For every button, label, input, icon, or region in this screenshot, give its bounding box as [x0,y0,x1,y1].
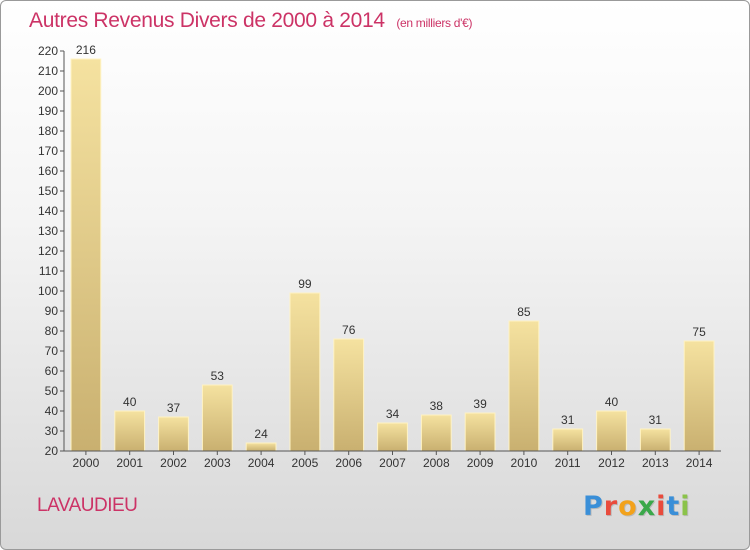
bar-value-label: 38 [430,399,444,413]
x-tick-label: 2003 [204,456,231,470]
y-tick-label: 110 [39,264,58,278]
logo-letter: t [666,491,681,522]
y-tick-label: 30 [45,424,59,438]
bar-value-label: 75 [692,325,706,339]
x-tick-label: 2007 [379,456,406,470]
bar-value-label: 39 [473,397,487,411]
x-tick-label: 2006 [335,456,362,470]
y-axis: 20 30 40 50 60 70 80 90 100 110 120 130 140 150 160 170… [38,44,65,458]
y-tick-label: 40 [45,404,59,418]
x-tick-label: 2008 [423,456,450,470]
bar-value-label: 76 [342,323,356,337]
x-tick-label: 2013 [642,456,669,470]
x-tick-label: 2014 [686,456,713,470]
bar [377,422,408,452]
x-tick-label: 2011 [555,456,581,470]
y-tick-label: 180 [38,124,58,138]
y-tick-label: 100 [38,284,58,298]
bar-value-label: 37 [167,401,181,415]
y-tick-label: 140 [38,204,58,218]
chart-title: Autres Revenus Divers de 2000 à 2014 (en… [29,9,473,33]
bar-value-label: 40 [123,395,137,409]
x-axis: 2000 2001 2002 2003 2004 2005 2006 2007 2008 2009… [64,450,721,470]
location-label: LAVAUDIEU [37,495,138,516]
y-tick-label: 120 [38,244,58,258]
bar-value-label: 40 [605,395,619,409]
y-tick-label: 190 [38,104,58,118]
bar-value-label: 85 [517,305,531,319]
y-tick-label: 150 [38,184,58,198]
bar [464,412,496,452]
bar [289,292,321,452]
x-tick-label: 2009 [467,456,494,470]
y-tick-label: 70 [45,344,59,358]
bar [683,340,715,452]
bar [420,414,452,452]
bar-value-label: 216 [76,43,96,57]
y-tick-label: 80 [45,324,59,338]
bar [639,428,671,452]
logo-letter: x [637,491,657,522]
bar-value-label: 99 [298,277,312,291]
y-tick-label: 20 [45,444,59,458]
logo-letter: i [656,491,667,522]
bar-value-label: 24 [254,427,268,441]
bar-value-label: 34 [386,407,400,421]
chart-unit-label: (en milliers d'€) [396,16,473,30]
y-tick-label: 90 [45,304,59,318]
y-tick-label: 200 [38,84,58,98]
y-tick-label: 130 [38,224,58,238]
x-tick-label: 2010 [511,456,538,470]
bar [333,338,365,452]
y-tick-label: 160 [38,164,58,178]
bar [114,410,146,452]
x-tick-label: 2005 [292,456,319,470]
logo-letter: P [583,491,604,522]
bar-value-label: 31 [649,413,663,427]
bar-value-label: 31 [561,413,575,427]
bar [508,320,540,452]
proxiti-logo: Proxiti [583,491,691,522]
y-tick-label: 170 [38,144,58,158]
x-tick-label: 2012 [598,456,625,470]
logo-letter: o [618,491,638,522]
x-tick-label: 2004 [248,456,275,470]
x-tick-label: 2001 [116,456,143,470]
bar [201,384,233,452]
y-tick-label: 60 [45,364,59,378]
logo-letter: i [680,491,691,522]
bar [552,428,584,452]
bar-value-label: 53 [211,369,225,383]
x-tick-label: 2002 [160,456,187,470]
y-tick-label: 220 [38,44,58,58]
chart-title-text: Autres Revenus Divers de 2000 à 2014 [29,9,385,32]
y-tick-label: 50 [45,384,59,398]
bars-group: 216 40 37 53 24 99 76 34 38 39 85 31 40 31 75 [70,43,715,452]
bar [158,416,189,452]
bar [596,410,627,452]
x-tick-label: 2000 [73,456,100,470]
bar [245,442,277,452]
bar [70,58,102,452]
logo-letter: r [603,491,619,522]
y-tick-label: 210 [38,64,58,78]
